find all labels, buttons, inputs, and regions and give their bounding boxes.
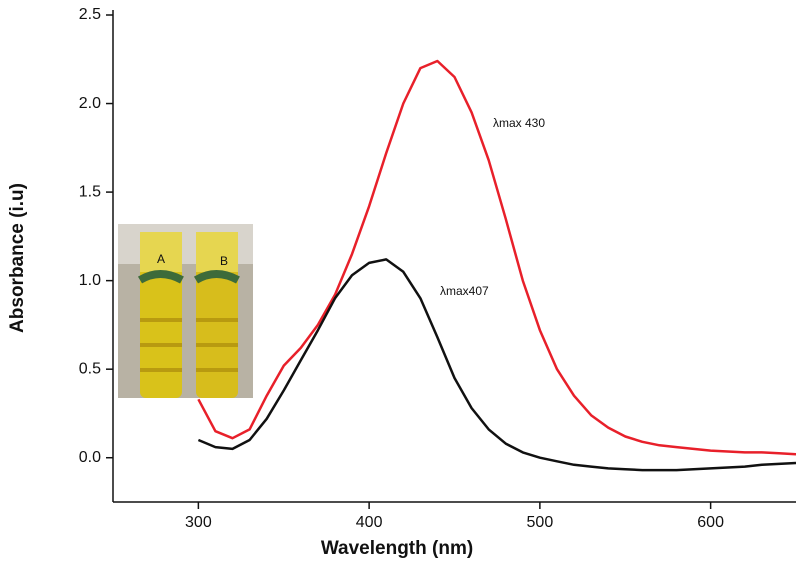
x-tick-label: 600	[697, 514, 724, 531]
y-tick-label: 1.0	[79, 272, 101, 289]
x-axis-title: Wavelength (nm)	[321, 538, 473, 559]
y-tick-label: 1.5	[79, 183, 101, 200]
y-tick-label: 2.0	[79, 95, 101, 112]
series-line	[197, 258, 796, 472]
y-tick-label: 0.0	[79, 449, 101, 466]
x-tick-label: 300	[185, 514, 212, 531]
series-line	[197, 59, 796, 456]
x-tick-label: 400	[356, 514, 383, 531]
annotation: λmax 430	[493, 116, 545, 130]
annotation: λmax407	[440, 284, 489, 298]
y-tick-label: 0.5	[79, 360, 101, 377]
y-tick-label: 2.5	[79, 6, 101, 23]
y-axis-title: Absorbance (i.u)	[7, 183, 28, 333]
inset-photo	[118, 224, 253, 398]
inset-label: A	[157, 252, 165, 266]
inset-label: B	[220, 254, 228, 268]
x-tick-label: 500	[527, 514, 554, 531]
